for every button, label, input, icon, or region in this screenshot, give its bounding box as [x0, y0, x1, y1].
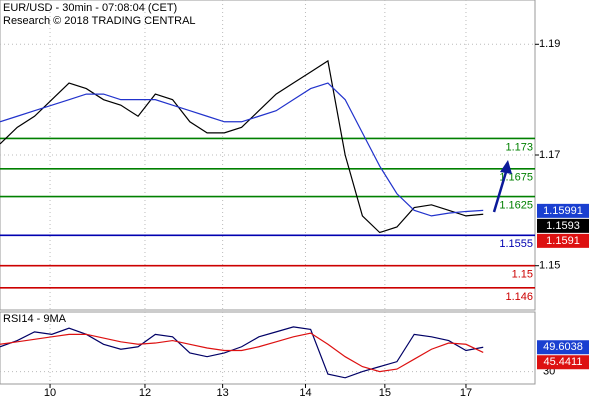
value-box-label: 1.1591: [546, 235, 580, 247]
y-tick-label: 1.19: [539, 38, 560, 50]
series-line: [0, 332, 484, 373]
forecast-arrow: [492, 160, 512, 213]
level-label: 1.1625: [499, 199, 533, 211]
value-box: [537, 203, 589, 218]
value-box: [537, 233, 589, 248]
x-tick-label: 17: [460, 387, 472, 399]
arrow-head: [500, 160, 512, 174]
rsi-panel: [0, 311, 536, 385]
x-tick-label: 10: [44, 387, 56, 399]
value-box: [537, 218, 589, 233]
value-box: [537, 340, 589, 355]
x-tick-label: 12: [139, 387, 151, 399]
value-box: [537, 355, 589, 370]
series-line: [0, 59, 484, 234]
rsi-title: RSI14 - 9MA: [3, 313, 67, 325]
value-box-label: 1.15991: [543, 205, 583, 217]
level-label: 1.1555: [499, 238, 533, 250]
chart-subtitle: Research © 2018 TRADING CENTRAL: [3, 15, 196, 27]
level-label: 1.173: [505, 141, 533, 153]
y-tick-label: 1.17: [539, 149, 560, 161]
y-tick-label: 1.15: [539, 260, 560, 272]
price-panel: [0, 0, 536, 311]
x-tick-label: 13: [217, 387, 229, 399]
chart-title: EUR/USD - 30min - 07:08:04 (CET): [3, 2, 177, 14]
level-label: 1.15: [512, 269, 533, 281]
value-box-label: 1.1593: [546, 220, 580, 232]
level-label: 1.1675: [499, 172, 533, 184]
value-box-label: 49.6038: [543, 341, 583, 353]
series-line: [0, 82, 484, 217]
series-line: [0, 326, 484, 379]
x-tick-label: 15: [379, 387, 391, 399]
value-box-label: 45.4411: [544, 356, 583, 368]
x-tick-label: 14: [299, 387, 311, 399]
arrow-shaft: [492, 171, 508, 213]
level-label: 1.146: [505, 291, 533, 303]
